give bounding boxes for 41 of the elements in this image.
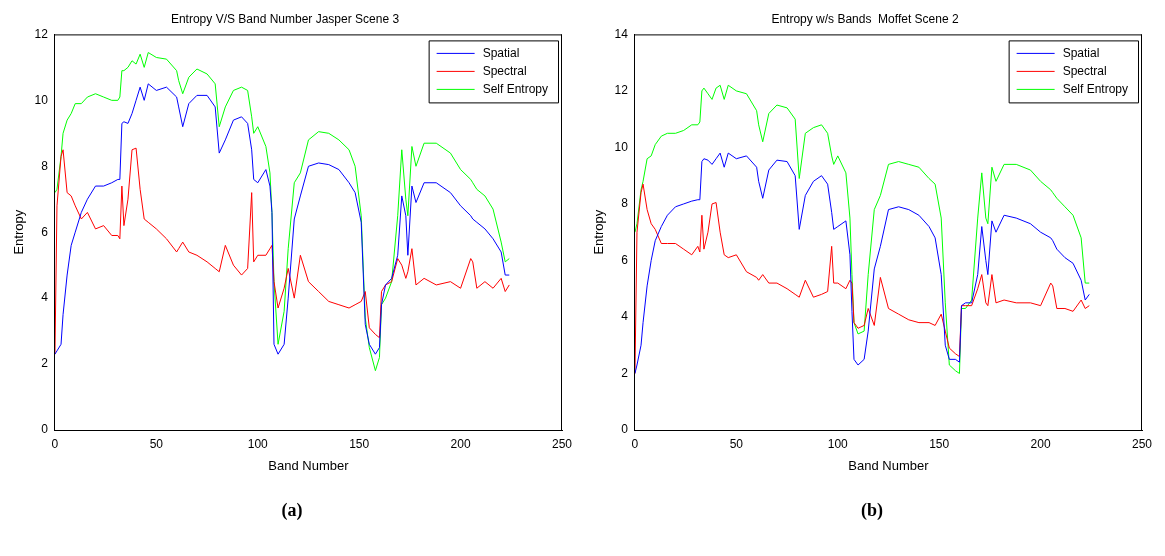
y-tick-label: 10 bbox=[34, 92, 49, 107]
chart-title: Entropy w/s Bands Moffet Scene 2 bbox=[771, 11, 959, 26]
x-tick-label: 50 bbox=[149, 436, 164, 451]
legend-label: Self Entropy bbox=[482, 81, 549, 96]
legend-label: Spectral bbox=[1062, 63, 1107, 78]
y-tick-label: 12 bbox=[34, 26, 49, 41]
x-tick-label: 200 bbox=[450, 436, 471, 451]
text: (b) bbox=[860, 500, 884, 521]
x-axis-title: Band Number bbox=[268, 457, 350, 473]
y-axis-title: Entropy bbox=[591, 209, 607, 255]
x-tick-label: 250 bbox=[551, 436, 573, 451]
y-tick-label: 6 bbox=[41, 224, 49, 239]
x-tick-label: 150 bbox=[349, 436, 370, 451]
x-tick-label: 200 bbox=[1030, 436, 1051, 451]
x-tick-label: 0 bbox=[631, 436, 639, 451]
legend-label: Self Entropy bbox=[1062, 81, 1129, 96]
y-tick-label: 2 bbox=[621, 365, 629, 380]
legend-label: Spatial bbox=[482, 45, 520, 60]
legend-label: Spectral bbox=[482, 63, 527, 78]
y-tick-label: 0 bbox=[621, 422, 629, 437]
y-tick-label: 4 bbox=[41, 290, 49, 305]
y-tick-label: 2 bbox=[41, 356, 49, 371]
x-axis-title: Band Number bbox=[848, 457, 930, 473]
y-tick-label: 8 bbox=[621, 196, 629, 211]
x-tick-label: 250 bbox=[1131, 436, 1153, 451]
x-tick-label: 50 bbox=[729, 436, 744, 451]
x-tick-label: 100 bbox=[827, 436, 849, 451]
x-tick-label: 0 bbox=[51, 436, 59, 451]
x-tick-label: 150 bbox=[929, 436, 950, 451]
y-tick-label: 10 bbox=[614, 139, 629, 154]
chart-title: Entropy V/S Band Number Jasper Scene 3 bbox=[170, 11, 400, 26]
y-tick-label: 12 bbox=[614, 83, 629, 98]
y-tick-label: 8 bbox=[41, 158, 49, 173]
text: (a) bbox=[280, 500, 304, 521]
y-tick-label: 14 bbox=[614, 26, 629, 41]
y-tick-label: 6 bbox=[621, 252, 629, 267]
y-tick-label: 4 bbox=[621, 309, 629, 324]
y-tick-label: 0 bbox=[41, 422, 49, 437]
x-tick-label: 100 bbox=[247, 436, 269, 451]
y-axis-title: Entropy bbox=[11, 209, 27, 255]
legend-label: Spatial bbox=[1062, 45, 1100, 60]
